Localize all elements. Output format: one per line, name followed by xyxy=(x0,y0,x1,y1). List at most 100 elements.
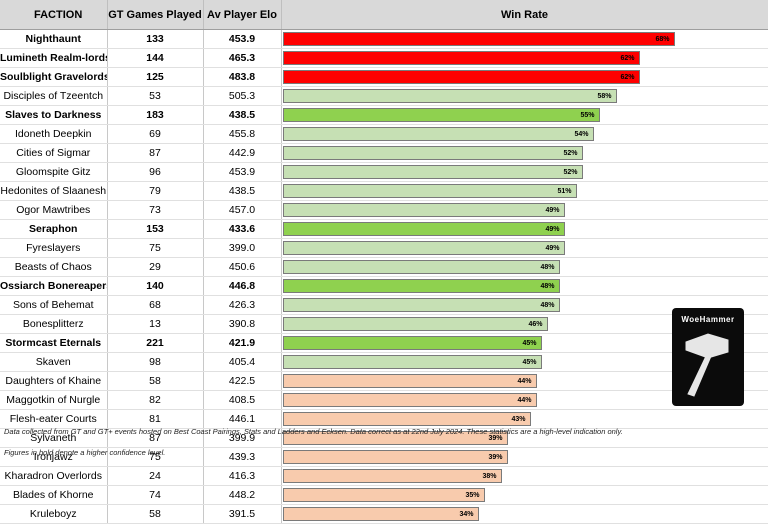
win-rate-bar: 35% xyxy=(282,488,485,502)
games-cell: 144 xyxy=(107,48,204,68)
win-rate-label: 45% xyxy=(522,359,537,366)
win-rate-label: 39% xyxy=(488,454,503,461)
faction-cell: Cities of Sigmar xyxy=(0,143,108,163)
win-rate-label: 54% xyxy=(574,131,589,138)
elo-cell: 442.9 xyxy=(203,143,282,163)
table-row: Seraphon 153 433.6 49% xyxy=(0,219,768,239)
win-rate-bar: 49% xyxy=(282,241,565,255)
win-rate-bar: 48% xyxy=(282,298,560,312)
faction-cell: Fyreslayers xyxy=(0,238,108,258)
win-rate-cell: 48% xyxy=(281,257,768,277)
elo-cell: 433.6 xyxy=(203,219,282,239)
win-rate-bar: 52% xyxy=(282,146,583,160)
win-rate-cell: 45% xyxy=(281,333,768,353)
win-rate-label: 44% xyxy=(517,397,532,404)
win-rate-bar: 62% xyxy=(282,70,640,84)
faction-cell: Nighthaunt xyxy=(0,29,108,49)
win-rate-cell: 39% xyxy=(281,447,768,467)
elo-cell: 450.6 xyxy=(203,257,282,277)
table-row: Disciples of Tzeentch 53 505.3 58% xyxy=(0,86,768,106)
win-rate-label: 49% xyxy=(545,245,560,252)
games-cell: 125 xyxy=(107,67,204,87)
win-rate-bar: 45% xyxy=(282,355,542,369)
win-rate-bar: 62% xyxy=(282,51,640,65)
table-row: Daughters of Khaine 58 422.5 44% xyxy=(0,371,768,391)
win-rate-cell: 62% xyxy=(281,67,768,87)
header-row: FACTION GT Games Played Av Player Elo Wi… xyxy=(0,0,768,30)
win-rate-bar: 46% xyxy=(282,317,548,331)
table-row: Gloomspite Gitz 96 453.9 52% xyxy=(0,162,768,182)
table-row: Hedonites of Slaanesh 79 438.5 51% xyxy=(0,181,768,201)
win-rate-cell: 55% xyxy=(281,105,768,125)
games-cell: 73 xyxy=(107,200,204,220)
games-cell: 81 xyxy=(107,409,204,429)
win-rate-cell: 52% xyxy=(281,162,768,182)
win-rate-label: 48% xyxy=(540,264,555,271)
games-cell: 53 xyxy=(107,86,204,106)
win-rate-bar: 43% xyxy=(282,412,531,426)
win-rate-cell: 44% xyxy=(281,390,768,410)
win-rate-label: 52% xyxy=(563,150,578,157)
table-row: Fyreslayers 75 399.0 49% xyxy=(0,238,768,258)
header-games: GT Games Played xyxy=(107,0,204,30)
win-rate-bar: 55% xyxy=(282,108,600,122)
games-cell: 58 xyxy=(107,504,204,524)
table-row: Beasts of Chaos 29 450.6 48% xyxy=(0,257,768,277)
win-rate-cell: 49% xyxy=(281,219,768,239)
win-rate-label: 52% xyxy=(563,169,578,176)
table-row: Sylvaneth 87 399.9 39% xyxy=(0,428,768,448)
win-rate-bar: 48% xyxy=(282,279,560,293)
table-row: Soulblight Gravelords 125 483.8 62% xyxy=(0,67,768,87)
faction-cell: Daughters of Khaine xyxy=(0,371,108,391)
table-row: Blades of Khorne 74 448.2 35% xyxy=(0,485,768,505)
win-rate-cell: 44% xyxy=(281,371,768,391)
win-rate-bar: 54% xyxy=(282,127,594,141)
games-cell: 153 xyxy=(107,219,204,239)
win-rate-label: 51% xyxy=(557,188,572,195)
faction-cell: Kharadron Overlords xyxy=(0,466,108,486)
elo-cell: 416.3 xyxy=(203,466,282,486)
win-rate-cell: 34% xyxy=(281,504,768,524)
elo-cell: 439.3 xyxy=(203,447,282,467)
win-rate-bar: 45% xyxy=(282,336,542,350)
win-rate-label: 48% xyxy=(540,283,555,290)
elo-cell: 408.5 xyxy=(203,390,282,410)
games-cell: 221 xyxy=(107,333,204,353)
faction-cell: Disciples of Tzeentch xyxy=(0,86,108,106)
faction-cell: Ogor Mawtribes xyxy=(0,200,108,220)
win-rate-label: 43% xyxy=(511,416,526,423)
games-cell: 98 xyxy=(107,352,204,372)
games-cell: 13 xyxy=(107,314,204,334)
table-row: Slaves to Darkness 183 438.5 55% xyxy=(0,105,768,125)
win-rate-cell: 48% xyxy=(281,276,768,296)
win-rate-cell: 62% xyxy=(281,48,768,68)
games-cell: 29 xyxy=(107,257,204,277)
win-rate-cell: 49% xyxy=(281,200,768,220)
faction-cell: Stormcast Eternals xyxy=(0,333,108,353)
faction-cell: Skaven xyxy=(0,352,108,372)
table-row: Bonesplitterz 13 390.8 46% xyxy=(0,314,768,334)
elo-cell: 453.9 xyxy=(203,29,282,49)
faction-cell: Kruleboyz xyxy=(0,504,108,524)
games-cell: 75 xyxy=(107,238,204,258)
games-cell: 58 xyxy=(107,371,204,391)
table-row: Skaven 98 405.4 45% xyxy=(0,352,768,372)
elo-cell: 438.5 xyxy=(203,181,282,201)
win-rate-cell: 51% xyxy=(281,181,768,201)
table-row: Cities of Sigmar 87 442.9 52% xyxy=(0,143,768,163)
win-rate-bar: 48% xyxy=(282,260,560,274)
win-rate-label: 55% xyxy=(580,112,595,119)
table-row: Idoneth Deepkin 69 455.8 54% xyxy=(0,124,768,144)
elo-cell: 438.5 xyxy=(203,105,282,125)
win-rate-label: 62% xyxy=(620,55,635,62)
table-row: Kharadron Overlords 24 416.3 38% xyxy=(0,466,768,486)
elo-cell: 446.8 xyxy=(203,276,282,296)
table-row: Maggotkin of Nurgle 82 408.5 44% xyxy=(0,390,768,410)
faction-cell: Soulblight Gravelords xyxy=(0,67,108,87)
bold-footnote: Figures in bold denote a higher confiden… xyxy=(4,448,166,457)
win-rate-cell: 49% xyxy=(281,238,768,258)
elo-cell: 391.5 xyxy=(203,504,282,524)
faction-cell: Sylvaneth xyxy=(0,428,108,448)
elo-cell: 465.3 xyxy=(203,48,282,68)
